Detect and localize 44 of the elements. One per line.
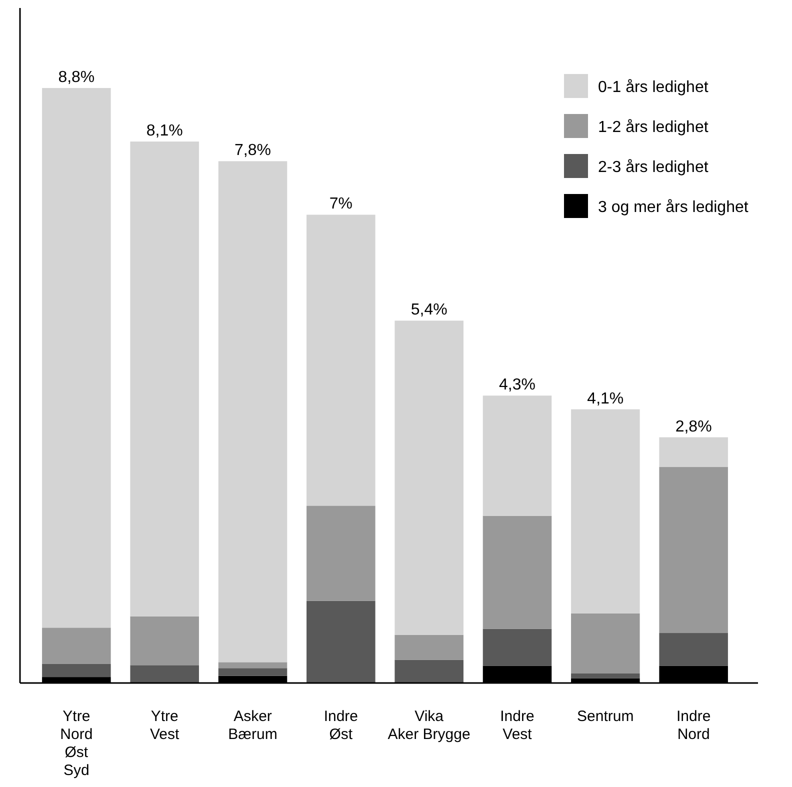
annotation: 8,8% <box>58 69 95 86</box>
bar <box>218 662 288 668</box>
annotation: 7,8% <box>234 142 271 160</box>
bar <box>394 660 464 683</box>
annotation: 8,1% <box>146 122 183 140</box>
bar <box>571 409 640 614</box>
x-tick-label: Asker Bærum <box>228 708 278 743</box>
bar <box>218 668 288 676</box>
x-tick-label: Vika Aker Brygge <box>388 708 470 743</box>
bar <box>306 506 376 601</box>
bar <box>659 633 728 666</box>
bar <box>218 161 288 662</box>
legend-label: 2-3 års ledighet <box>598 159 709 176</box>
bar <box>306 214 376 506</box>
x-tick-label: Ytre Vest <box>150 708 180 743</box>
legend-label: 1-2 års ledighet <box>598 119 709 136</box>
bar <box>571 613 640 674</box>
annotation: 5,4% <box>410 302 448 319</box>
annotation: 2,8% <box>675 418 712 436</box>
legend-label: 3 og mer års ledighet <box>598 199 749 216</box>
bar <box>571 673 640 678</box>
x-tick-label: Indre Nord <box>676 708 711 743</box>
bar <box>42 628 111 664</box>
bar <box>659 437 728 468</box>
bar <box>394 634 464 660</box>
x-tick-label: Sentrum <box>577 708 634 725</box>
bar <box>394 320 464 635</box>
bar <box>130 142 199 616</box>
bar <box>482 516 552 629</box>
bar <box>42 88 111 628</box>
annotation: 4,3% <box>499 376 536 394</box>
bar <box>306 600 376 683</box>
bar <box>42 664 111 678</box>
bar <box>482 396 552 516</box>
legend-label: 0-1 års ledighet <box>598 79 709 96</box>
x-tick-label: Ytre Nord Øst Syd <box>60 708 93 779</box>
bar <box>659 467 728 634</box>
bar <box>130 616 199 666</box>
bar <box>482 628 552 666</box>
annotation: 7% <box>329 196 352 213</box>
x-tick-label: Indre Vest <box>500 708 534 743</box>
bar <box>130 665 199 683</box>
annotation: 4,1% <box>587 390 624 408</box>
x-tick-label: Indre Øst <box>324 708 358 743</box>
